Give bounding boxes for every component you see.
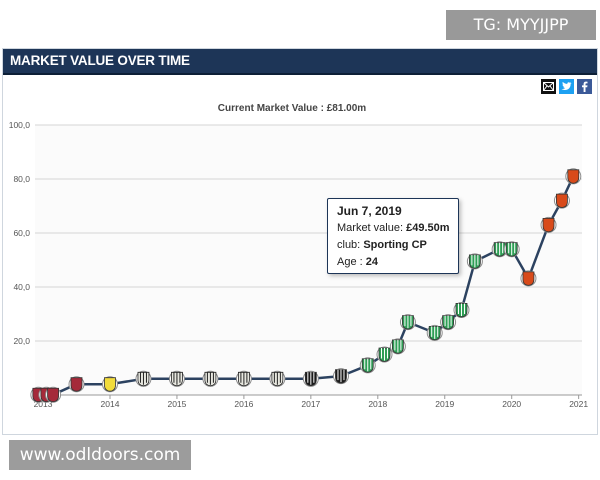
crest-stripes — [471, 254, 479, 268]
data-point-sporting[interactable] — [491, 241, 508, 258]
data-point-udinese[interactable] — [202, 370, 219, 387]
x-tick-label: 2016 — [234, 399, 253, 409]
data-point-udinese[interactable] — [135, 370, 152, 387]
granada-crest-icon — [47, 387, 59, 403]
data-point-manutd[interactable] — [520, 270, 537, 287]
crest-stripes — [457, 303, 465, 316]
crest-stripes — [508, 242, 516, 256]
tooltip-club-label: club: — [337, 239, 361, 251]
x-tick-label: 2013 — [34, 399, 53, 409]
crest-stripes — [337, 369, 345, 383]
data-point-sporting[interactable] — [359, 357, 376, 374]
facebook-share-button[interactable] — [577, 79, 592, 94]
crest-stripes — [496, 242, 504, 256]
crest-stripes — [394, 339, 402, 353]
data-point-valencia[interactable] — [332, 368, 349, 385]
crest-stripes — [431, 326, 439, 339]
y-tick-label: 40,0 — [13, 282, 30, 292]
data-point-sporting[interactable] — [399, 314, 416, 331]
data-point-sporting[interactable] — [466, 253, 483, 270]
plot-area — [35, 125, 582, 395]
tooltip-market-value: £49.50m — [406, 222, 450, 234]
y-tick-label: 80,0 — [13, 174, 30, 184]
data-point-manutd[interactable] — [565, 168, 582, 185]
x-tick-label: 2015 — [167, 399, 186, 409]
watford-crest-icon — [104, 377, 116, 392]
facebook-icon — [582, 81, 588, 92]
crest-stripes — [404, 315, 412, 329]
crest-stripes — [444, 315, 452, 329]
x-tick-label: 2017 — [301, 399, 320, 409]
data-point-sporting[interactable] — [453, 301, 470, 318]
chart-title: Current Market Value : £81.00m — [218, 103, 367, 114]
data-point-granada[interactable] — [45, 386, 62, 403]
crest-stripes — [273, 372, 281, 385]
x-tick-label: 2021 — [569, 399, 588, 409]
tooltip-age-label: Age — [337, 256, 357, 268]
data-point-udinese[interactable] — [269, 370, 286, 387]
crest-stripes — [364, 358, 372, 372]
tooltip-club: Sporting CP — [363, 239, 427, 251]
manutd-crest-icon — [556, 193, 568, 209]
data-point-sporting[interactable] — [440, 314, 457, 331]
manutd-crest-icon — [522, 271, 535, 286]
granada-crest-icon — [70, 377, 83, 392]
data-point-udinese[interactable] — [168, 370, 185, 387]
tooltip-age: 24 — [365, 256, 378, 268]
email-icon — [543, 82, 554, 91]
manutd-crest-icon — [542, 218, 555, 233]
crest-stripes — [173, 372, 181, 385]
tooltip-market-value-row: Market value: £49.50m — [337, 220, 458, 237]
x-tick-label: 2018 — [368, 399, 387, 409]
crest-stripes — [139, 372, 147, 385]
twitter-share-button[interactable] — [559, 79, 574, 94]
data-point-sporting[interactable] — [376, 346, 393, 363]
tooltip-date: Jun 7, 2019 — [337, 204, 402, 218]
data-point-sporting[interactable] — [503, 241, 520, 258]
crest-stripes — [307, 372, 315, 385]
share-buttons — [541, 79, 592, 94]
x-tick-label: 2020 — [502, 399, 521, 409]
y-tick-label: 60,0 — [13, 228, 30, 238]
data-point-watford[interactable] — [101, 376, 118, 393]
data-point-sporting[interactable] — [389, 338, 406, 355]
tooltip-club-row: club: Sporting CP — [337, 237, 458, 254]
x-tick-label: 2014 — [101, 399, 120, 409]
email-share-button[interactable] — [541, 79, 556, 94]
data-point-sporting[interactable] — [426, 324, 443, 341]
twitter-icon — [561, 82, 572, 91]
y-tick-label: 100,0 — [9, 120, 31, 130]
data-point-manutd[interactable] — [553, 192, 570, 209]
watermark-bottom: www.odldoors.com — [9, 440, 191, 470]
tooltip-market-value-label: Market value: — [337, 222, 404, 234]
y-tick-label: 20,0 — [13, 336, 30, 346]
watermark-top: TG: MYYJJPP — [446, 10, 596, 40]
manutd-crest-icon — [567, 169, 580, 184]
x-tick-label: 2019 — [435, 399, 454, 409]
data-point-valencia[interactable] — [302, 370, 319, 387]
data-point-granada[interactable] — [68, 376, 85, 393]
panel-title: MARKET VALUE OVER TIME — [3, 49, 597, 75]
data-point-manutd[interactable] — [540, 216, 557, 233]
crest-stripes — [206, 372, 214, 385]
data-point-udinese[interactable] — [235, 370, 252, 387]
tooltip-age-row: Age : 24 — [337, 256, 378, 268]
chart-tooltip: Jun 7, 2019 Market value: £49.50m club: … — [327, 198, 459, 274]
crest-stripes — [380, 348, 388, 361]
crest-stripes — [240, 372, 248, 385]
